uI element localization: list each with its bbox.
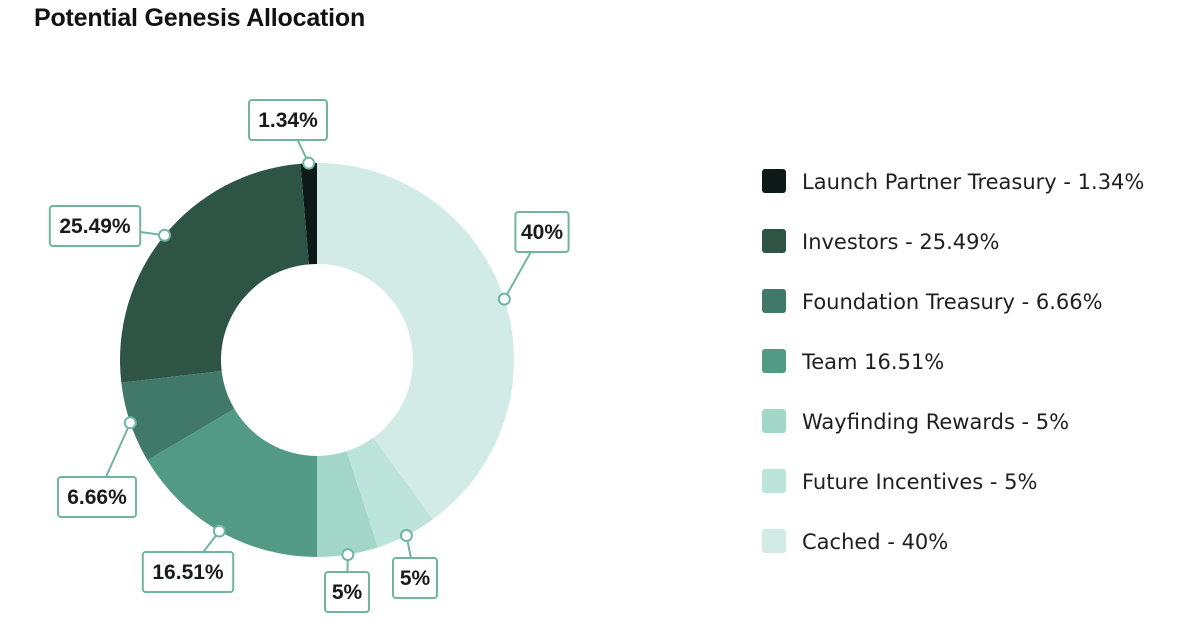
callout-connector xyxy=(503,251,532,300)
legend-label: Investors - 25.49% xyxy=(802,230,999,254)
legend-swatch xyxy=(762,229,786,253)
legend-item-cached: Cached - 40% xyxy=(762,529,948,554)
callout-box xyxy=(48,205,142,247)
slice-wayfinding-rewards xyxy=(317,451,378,557)
callout-box xyxy=(141,551,235,593)
data-label: 25.49% xyxy=(59,215,131,238)
legend-label: Launch Partner Treasury - 1.34% xyxy=(802,170,1144,194)
chart-legend: Launch Partner Treasury - 1.34% Investors… xyxy=(762,169,1144,554)
legend-item-investors: Investors - 25.49% xyxy=(762,229,999,254)
callout-anchor-dot xyxy=(497,292,511,306)
callout-launch-partner-treasury: 1.34% xyxy=(248,99,328,170)
slice-future-incentives xyxy=(346,437,433,548)
slice-cached xyxy=(317,163,514,520)
callout-anchor-dot xyxy=(158,228,172,242)
slice-foundation-treasury xyxy=(121,371,235,461)
data-label: 16.51% xyxy=(152,561,224,584)
callout-anchor-dot xyxy=(212,524,226,538)
legend-label: Future Incentives - 5% xyxy=(802,470,1037,494)
callout-connector xyxy=(105,422,132,478)
callout-future-incentives: 5% xyxy=(392,529,438,599)
legend-swatch xyxy=(762,469,786,493)
data-label: 1.34% xyxy=(258,109,318,132)
data-label: 5% xyxy=(400,567,431,590)
callout-anchor-dot xyxy=(399,529,413,543)
slice-callouts: 1.34% 25.49% 6.66% 16.51% 5% 5% 40% xyxy=(48,99,570,613)
callout-anchor-dot xyxy=(341,548,355,562)
callout-investors: 25.49% xyxy=(48,205,172,247)
legend-item-launch-partner-treasury: Launch Partner Treasury - 1.34% xyxy=(762,169,1144,194)
legend-item-foundation-treasury: Foundation Treasury - 6.66% xyxy=(762,289,1103,314)
legend-item-team: Team 16.51% xyxy=(762,349,944,374)
data-label: 6.66% xyxy=(67,486,127,509)
slice-launch-partner-treasury xyxy=(300,163,317,265)
callout-wayfinding-rewards: 5% xyxy=(324,548,370,613)
callout-box xyxy=(248,99,328,141)
legend-label: Cached - 40% xyxy=(802,530,948,554)
legend-swatch xyxy=(762,409,786,433)
legend-swatch xyxy=(762,529,786,553)
callout-team: 16.51% xyxy=(141,524,235,593)
slice-team xyxy=(147,408,317,557)
data-label: 40% xyxy=(521,221,563,244)
legend-label: Wayfinding Rewards - 5% xyxy=(802,410,1069,434)
legend-label: Foundation Treasury - 6.66% xyxy=(802,290,1103,314)
slice-investors xyxy=(119,163,309,383)
data-label: 5% xyxy=(332,581,363,604)
legend-swatch xyxy=(762,349,786,373)
callout-box xyxy=(57,476,137,518)
callout-cached: 40% xyxy=(497,211,570,306)
legend-swatch xyxy=(762,289,786,313)
legend-item-wayfinding-rewards: Wayfinding Rewards - 5% xyxy=(762,409,1069,434)
callout-box xyxy=(324,571,370,613)
donut-slices xyxy=(119,163,514,557)
callout-foundation-treasury: 6.66% xyxy=(57,416,137,518)
callout-box xyxy=(392,557,438,599)
callout-anchor-dot xyxy=(302,156,316,170)
callout-box xyxy=(514,211,570,253)
legend-label: Team 16.51% xyxy=(801,350,944,374)
legend-item-future-incentives: Future Incentives - 5% xyxy=(762,469,1037,494)
chart-title: Potential Genesis Allocation xyxy=(34,4,366,32)
legend-swatch xyxy=(762,169,786,193)
callout-anchor-dot xyxy=(123,416,137,430)
